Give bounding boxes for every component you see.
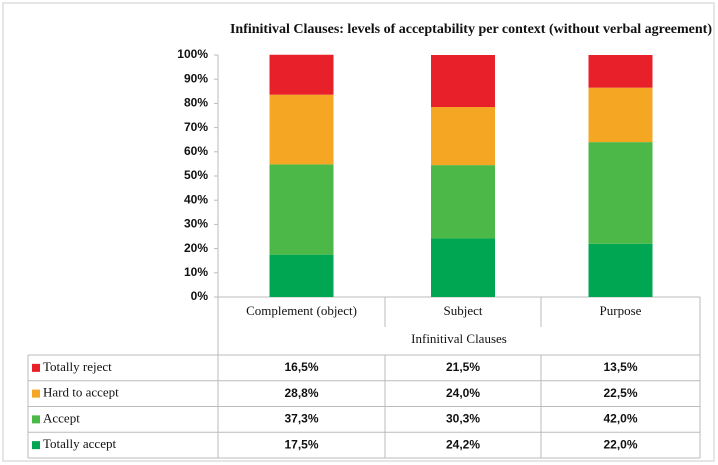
- table-cell: 28,8%: [284, 386, 318, 400]
- table-cell: 13,5%: [603, 360, 637, 374]
- y-tick-label: 90%: [184, 71, 208, 85]
- y-tick-label: 10%: [184, 265, 208, 279]
- legend-swatch: [32, 363, 40, 372]
- bar-segment: [588, 87, 653, 143]
- x-tick-label: Subject: [444, 303, 483, 318]
- y-tick-label: 100%: [177, 47, 208, 61]
- bar-segment: [588, 142, 653, 244]
- legend-label: Accept: [43, 410, 80, 425]
- y-tick-label: 60%: [184, 144, 208, 158]
- bar-segment: [431, 55, 495, 108]
- table-cell: 42,0%: [603, 412, 637, 426]
- y-tick-label: 50%: [184, 168, 208, 182]
- bar-segment: [588, 243, 653, 297]
- y-tick-label: 20%: [184, 241, 208, 255]
- bar-segment: [431, 107, 495, 166]
- legend-swatch: [32, 389, 40, 398]
- table-cell: 22,5%: [603, 386, 637, 400]
- table-cell: 30,3%: [446, 412, 480, 426]
- x-tick-label: Purpose: [600, 303, 642, 318]
- bar-segment: [431, 165, 495, 239]
- x-axis-label: Infinitival Clauses: [411, 331, 507, 346]
- y-tick-label: 40%: [184, 192, 208, 206]
- table-cell: 24,2%: [446, 437, 480, 451]
- legend-swatch: [32, 415, 40, 424]
- legend-label: Hard to accept: [43, 385, 119, 400]
- table-cell: 24,0%: [446, 386, 480, 400]
- y-tick-label: 0%: [191, 289, 209, 303]
- table-cell: 17,5%: [284, 437, 318, 451]
- y-tick-label: 30%: [184, 217, 208, 231]
- x-tick-label: Complement (object): [246, 303, 357, 318]
- bar-segment: [431, 238, 495, 297]
- bar-segment: [269, 54, 334, 95]
- legend-swatch: [32, 441, 40, 450]
- bar-segment: [588, 55, 653, 88]
- table-cell: 21,5%: [446, 360, 480, 374]
- table-cell: 16,5%: [284, 360, 318, 374]
- bar-segment: [269, 254, 334, 297]
- legend-label: Totally accept: [43, 436, 116, 451]
- y-tick-label: 80%: [184, 96, 208, 110]
- table-cell: 22,0%: [603, 437, 637, 451]
- bar-segment: [269, 94, 334, 165]
- chart-title: Infinitival Clauses: levels of acceptabi…: [230, 22, 712, 37]
- bar-segment: [269, 164, 334, 255]
- table-cell: 37,3%: [284, 412, 318, 426]
- y-tick-label: 70%: [184, 120, 208, 134]
- legend-label: Totally reject: [43, 359, 112, 374]
